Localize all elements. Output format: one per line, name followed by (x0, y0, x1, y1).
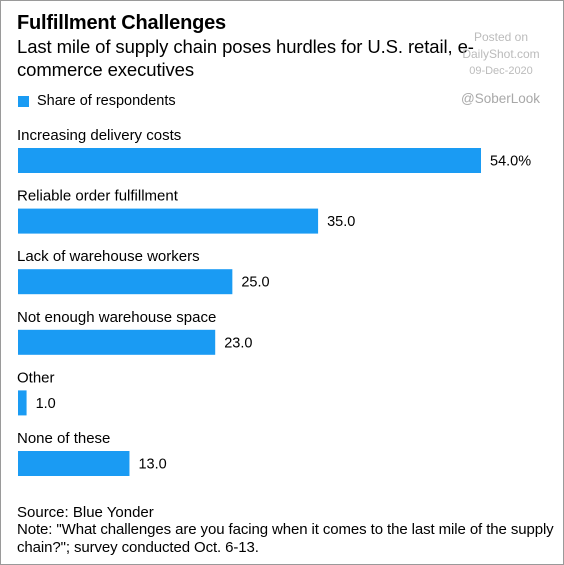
chart-subtitle: Last mile of supply chain poses hurdles … (17, 36, 474, 80)
legend: Share of respondents (18, 93, 176, 109)
chart-title: Fulfillment Challenges (17, 12, 226, 34)
bar-not-enough-warehouse-space (18, 329, 216, 355)
bar-chart: Increasing delivery costs 54.0% Reliable o… (17, 127, 531, 476)
bar-increasing-delivery-costs (18, 148, 481, 173)
category-label-lack-of-warehouse-workers: Lack of warehouse workers (17, 248, 200, 265)
source-text: Source: Blue Yonder (17, 504, 154, 521)
category-label-increasing-delivery-costs: Increasing delivery costs (17, 127, 181, 144)
watermark-date: 09-Dec-2020 (469, 65, 533, 77)
watermark-posted-on: Posted on (473, 30, 529, 44)
bar-lack-of-warehouse-workers (18, 269, 233, 295)
category-label-reliable-order-fulfillment: Reliable order fulfillment (17, 188, 179, 205)
note-text: Note: "What challenges are you facing wh… (17, 521, 554, 556)
value-label-increasing-delivery-costs: 54.0% (490, 154, 531, 170)
value-label-not-enough-warehouse-space: 23.0 (224, 335, 252, 351)
legend-label: Share of respondents (37, 93, 176, 109)
watermark-site: DailyShot.com (462, 47, 540, 61)
category-label-not-enough-warehouse-space: Not enough warehouse space (17, 309, 216, 326)
watermark: Posted on DailyShot.com 09-Dec-2020 (453, 29, 549, 80)
legend-swatch (18, 95, 29, 107)
value-label-none-of-these: 13.0 (138, 457, 166, 473)
value-label-reliable-order-fulfillment: 35.0 (327, 214, 355, 230)
watermark-handle: @SoberLook (461, 91, 541, 106)
value-label-other: 1.0 (36, 396, 56, 412)
value-label-lack-of-warehouse-workers: 25.0 (241, 275, 269, 291)
category-label-none-of-these: None of these (17, 430, 110, 447)
category-label-other: Other (17, 369, 55, 386)
bar-none-of-these (18, 451, 130, 476)
bar-other (18, 390, 27, 416)
bar-reliable-order-fulfillment (18, 208, 319, 234)
